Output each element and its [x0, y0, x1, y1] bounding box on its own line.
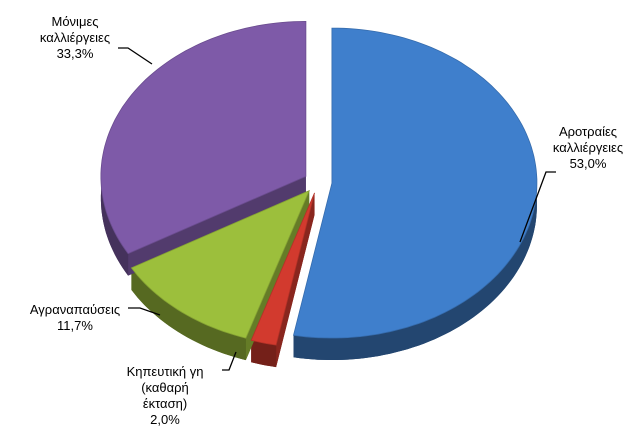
slice-label: Κηπευτική γη (καθαρή έκταση) 2,0%: [118, 364, 213, 428]
slice-label: Αροτραίες καλλιέργειες 53,0%: [533, 124, 635, 172]
slice: [100, 20, 307, 255]
slice-rim: [251, 340, 277, 368]
slice-label: Αγραναπαύσεις 11,7%: [20, 302, 130, 334]
slice: [250, 192, 315, 346]
value-label: 2,0%: [150, 412, 180, 427]
value-label: 53,0%: [569, 156, 607, 171]
leader-line: [519, 171, 556, 243]
slice-rim: [131, 267, 246, 361]
leader-line: [118, 47, 153, 65]
category-label: Αγραναπαύσεις: [29, 302, 121, 317]
value-label: 11,7%: [57, 318, 93, 333]
category-label: Κηπευτική γη (καθαρή έκταση): [126, 364, 204, 411]
leader-line: [128, 307, 161, 316]
slice-label: Μόνιμες καλλιέργειες 33,3%: [20, 14, 130, 62]
category-label: Μόνιμες καλλιέργειες: [39, 14, 111, 45]
slice: [130, 189, 310, 339]
category-label: Αροτραίες καλλιέργειες: [552, 124, 624, 155]
leader-line: [222, 351, 237, 371]
value-label: 33,3%: [56, 46, 94, 61]
